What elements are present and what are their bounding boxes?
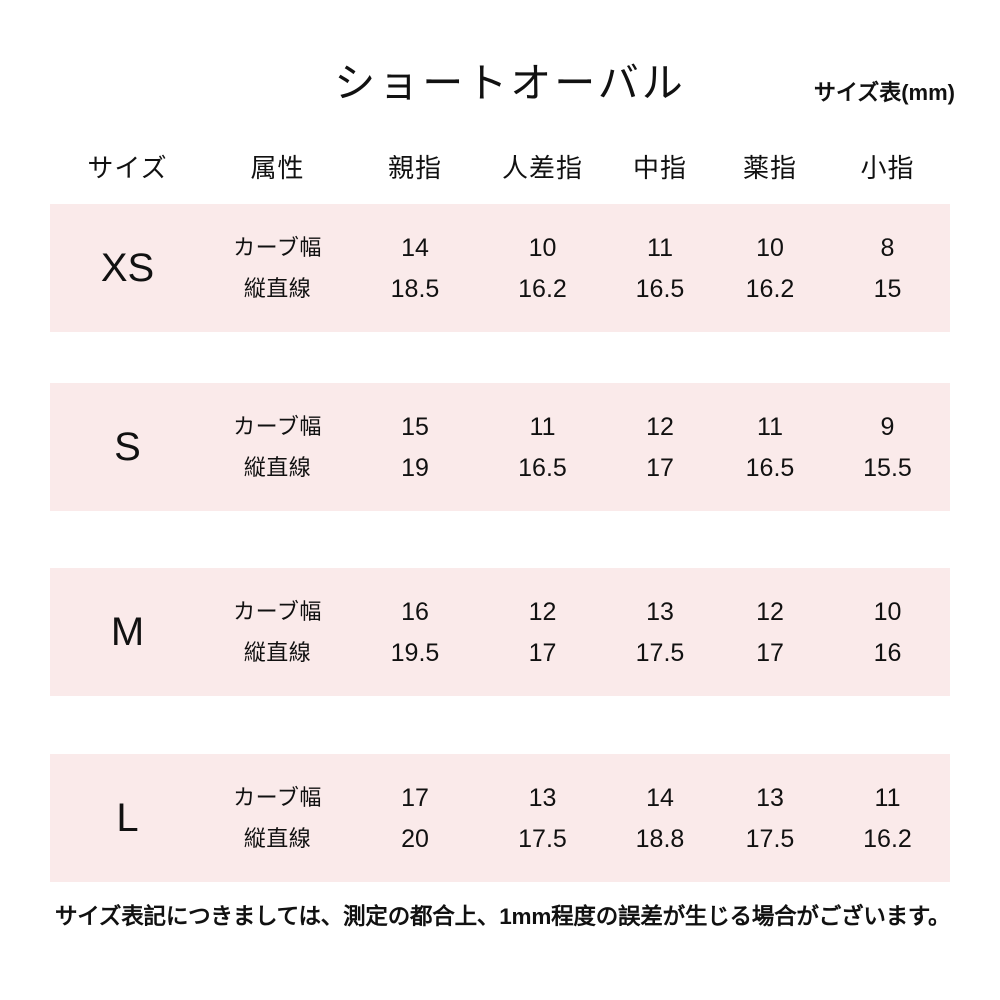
page-title: ショートオーバル: [334, 60, 686, 106]
value-curve-width: 12: [646, 412, 674, 441]
cell-middle: 14 18.8: [605, 754, 715, 882]
cell-pinky: 10 16: [825, 568, 950, 696]
column-header-thumb: 親指: [387, 153, 442, 183]
value-vertical-line: 19.5: [390, 638, 440, 667]
value-curve-width: 11: [647, 233, 673, 262]
cell-thumb: 14 18.5: [350, 204, 480, 332]
table-row: S カーブ幅 縦直線 15 19 11 16.5 12 17 11 16.5: [50, 383, 950, 511]
value-vertical-line: 17.5: [518, 824, 567, 853]
value-vertical-line: 16.5: [518, 453, 567, 482]
cell-middle: 12 17: [605, 383, 715, 511]
cell-ring: 13 17.5: [715, 754, 825, 882]
cell-thumb: 17 20: [350, 754, 480, 882]
value-curve-width: 8: [880, 233, 895, 262]
chart-header: ショートオーバル サイズ表(mm): [0, 0, 1000, 135]
value-vertical-line: 17: [528, 638, 557, 667]
cell-thumb: 16 19.5: [350, 568, 480, 696]
unit-label: サイズ表(mm): [813, 80, 955, 105]
cell-index: 11 16.5: [480, 383, 605, 511]
value-curve-width: 15: [401, 412, 429, 441]
attribute-labels: カーブ幅 縦直線: [205, 754, 350, 882]
table-row: L カーブ幅 縦直線 17 20 13 17.5 14 18.8 13 17.5: [50, 754, 950, 882]
cell-thumb: 15 19: [350, 383, 480, 511]
value-curve-width: 11: [757, 412, 783, 441]
attribute-label-vertical-line: 縦直線: [243, 825, 312, 851]
value-vertical-line: 17.5: [745, 824, 795, 853]
cell-ring: 11 16.5: [715, 383, 825, 511]
attribute-label-curve-width: カーブ幅: [233, 784, 322, 810]
value-vertical-line: 16.2: [863, 824, 912, 853]
value-vertical-line: 16.2: [745, 274, 795, 303]
value-vertical-line: 15.5: [863, 453, 912, 482]
attribute-label-vertical-line: 縦直線: [243, 454, 312, 480]
column-header-ring: 薬指: [742, 153, 797, 183]
column-header-pinky: 小指: [860, 153, 915, 183]
cell-pinky: 9 15.5: [825, 383, 950, 511]
value-vertical-line: 19: [401, 453, 429, 482]
cell-pinky: 8 15: [825, 204, 950, 332]
value-vertical-line: 18.8: [635, 824, 685, 853]
column-header-size: サイズ: [87, 153, 168, 183]
attribute-label-vertical-line: 縦直線: [243, 639, 312, 665]
cell-index: 12 17: [480, 568, 605, 696]
cell-ring: 12 17: [715, 568, 825, 696]
cell-middle: 11 16.5: [605, 204, 715, 332]
value-curve-width: 14: [646, 783, 674, 812]
value-curve-width: 13: [646, 597, 674, 626]
value-curve-width: 10: [756, 233, 784, 262]
value-vertical-line: 17: [646, 453, 674, 482]
column-header-attribute: 属性: [250, 153, 305, 183]
attribute-label-curve-width: カーブ幅: [233, 598, 322, 624]
cell-ring: 10 16.2: [715, 204, 825, 332]
value-curve-width: 12: [756, 597, 784, 626]
column-header-index: 人差指: [501, 153, 583, 183]
table-header-row: サイズ 属性 親指 人差指 中指 薬指 小指: [0, 140, 1000, 196]
value-vertical-line: 17.5: [635, 638, 685, 667]
size-label: S: [114, 425, 141, 469]
attribute-labels: カーブ幅 縦直線: [205, 383, 350, 511]
cell-index: 13 17.5: [480, 754, 605, 882]
value-curve-width: 16: [401, 597, 429, 626]
value-vertical-line: 16: [873, 638, 902, 667]
attribute-label-curve-width: カーブ幅: [233, 413, 322, 439]
value-curve-width: 13: [756, 783, 784, 812]
value-vertical-line: 16.2: [518, 274, 567, 303]
attribute-labels: カーブ幅 縦直線: [205, 568, 350, 696]
value-vertical-line: 16.5: [745, 453, 795, 482]
value-curve-width: 10: [873, 597, 902, 626]
size-label: XS: [100, 246, 155, 290]
value-curve-width: 13: [528, 783, 557, 812]
table-row: M カーブ幅 縦直線 16 19.5 12 17 13 17.5 12 17: [50, 568, 950, 696]
value-curve-width: 10: [528, 233, 557, 262]
cell-pinky: 11 16.2: [825, 754, 950, 882]
cell-middle: 13 17.5: [605, 568, 715, 696]
value-vertical-line: 18.5: [390, 274, 440, 303]
size-label: M: [110, 610, 145, 654]
attribute-label-vertical-line: 縦直線: [243, 275, 312, 301]
attribute-labels: カーブ幅 縦直線: [205, 204, 350, 332]
value-curve-width: 12: [528, 597, 557, 626]
cell-index: 10 16.2: [480, 204, 605, 332]
value-vertical-line: 20: [401, 824, 429, 853]
value-curve-width: 17: [401, 783, 429, 812]
table-row: XS カーブ幅 縦直線 14 18.5 10 16.2 11 16.5 10 1…: [50, 204, 950, 332]
value-vertical-line: 16.5: [635, 274, 685, 303]
value-vertical-line: 15: [873, 274, 902, 303]
footnote-disclaimer: サイズ表記につきましては、測定の都合上、1mm程度の誤差が生じる場合がございます…: [55, 904, 951, 929]
column-header-middle: 中指: [632, 153, 687, 183]
value-curve-width: 14: [401, 233, 429, 262]
value-curve-width: 9: [880, 412, 895, 441]
value-curve-width: 11: [529, 412, 556, 441]
value-curve-width: 11: [874, 783, 901, 812]
value-vertical-line: 17: [756, 638, 784, 667]
size-label: L: [116, 796, 139, 840]
attribute-label-curve-width: カーブ幅: [233, 234, 322, 260]
